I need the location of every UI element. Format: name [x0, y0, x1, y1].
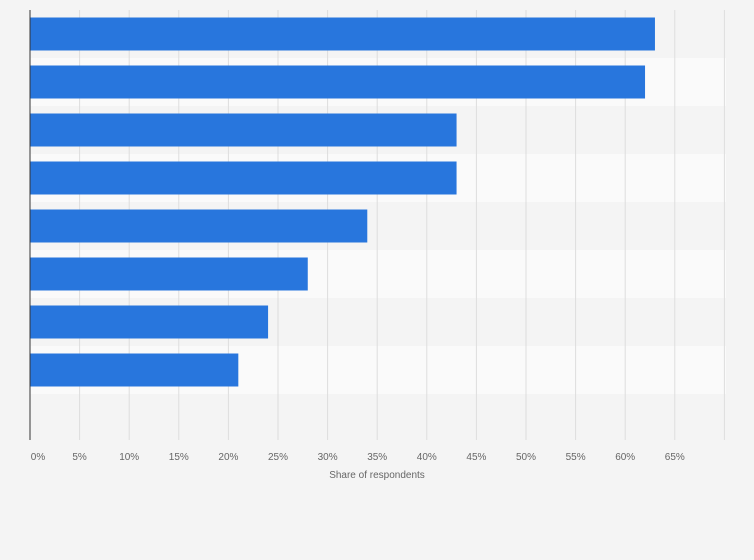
bar	[30, 113, 457, 147]
row-band	[30, 394, 726, 440]
x-axis-title: Share of respondents	[329, 470, 425, 481]
x-tick-label: 25%	[268, 452, 288, 463]
x-tick-label: 55%	[566, 452, 586, 463]
x-tick-label: 10%	[119, 452, 139, 463]
x-tick-label: 65%	[665, 452, 685, 463]
x-tick-label: 20%	[218, 452, 238, 463]
x-tick-label: 0%	[31, 452, 46, 463]
bar	[30, 305, 269, 339]
x-tick-label: 5%	[72, 452, 87, 463]
x-tick-label: 60%	[615, 452, 635, 463]
bar	[30, 257, 308, 291]
x-tick-label: 50%	[516, 452, 536, 463]
bar	[30, 209, 368, 243]
bar	[30, 17, 655, 51]
x-tick-label: 45%	[466, 452, 486, 463]
bar	[30, 353, 239, 387]
x-tick-label: 30%	[318, 452, 338, 463]
x-tick-labels: 0% 5% 10% 15% 20% 25% 30% 35% 40% 45% 50% 55% 60% 65%	[31, 452, 685, 463]
x-tick-label: 15%	[169, 452, 189, 463]
x-tick-label: 35%	[367, 452, 387, 463]
bars	[30, 17, 655, 387]
bar	[30, 161, 457, 195]
x-tick-label: 40%	[417, 452, 437, 463]
bar	[30, 65, 646, 99]
